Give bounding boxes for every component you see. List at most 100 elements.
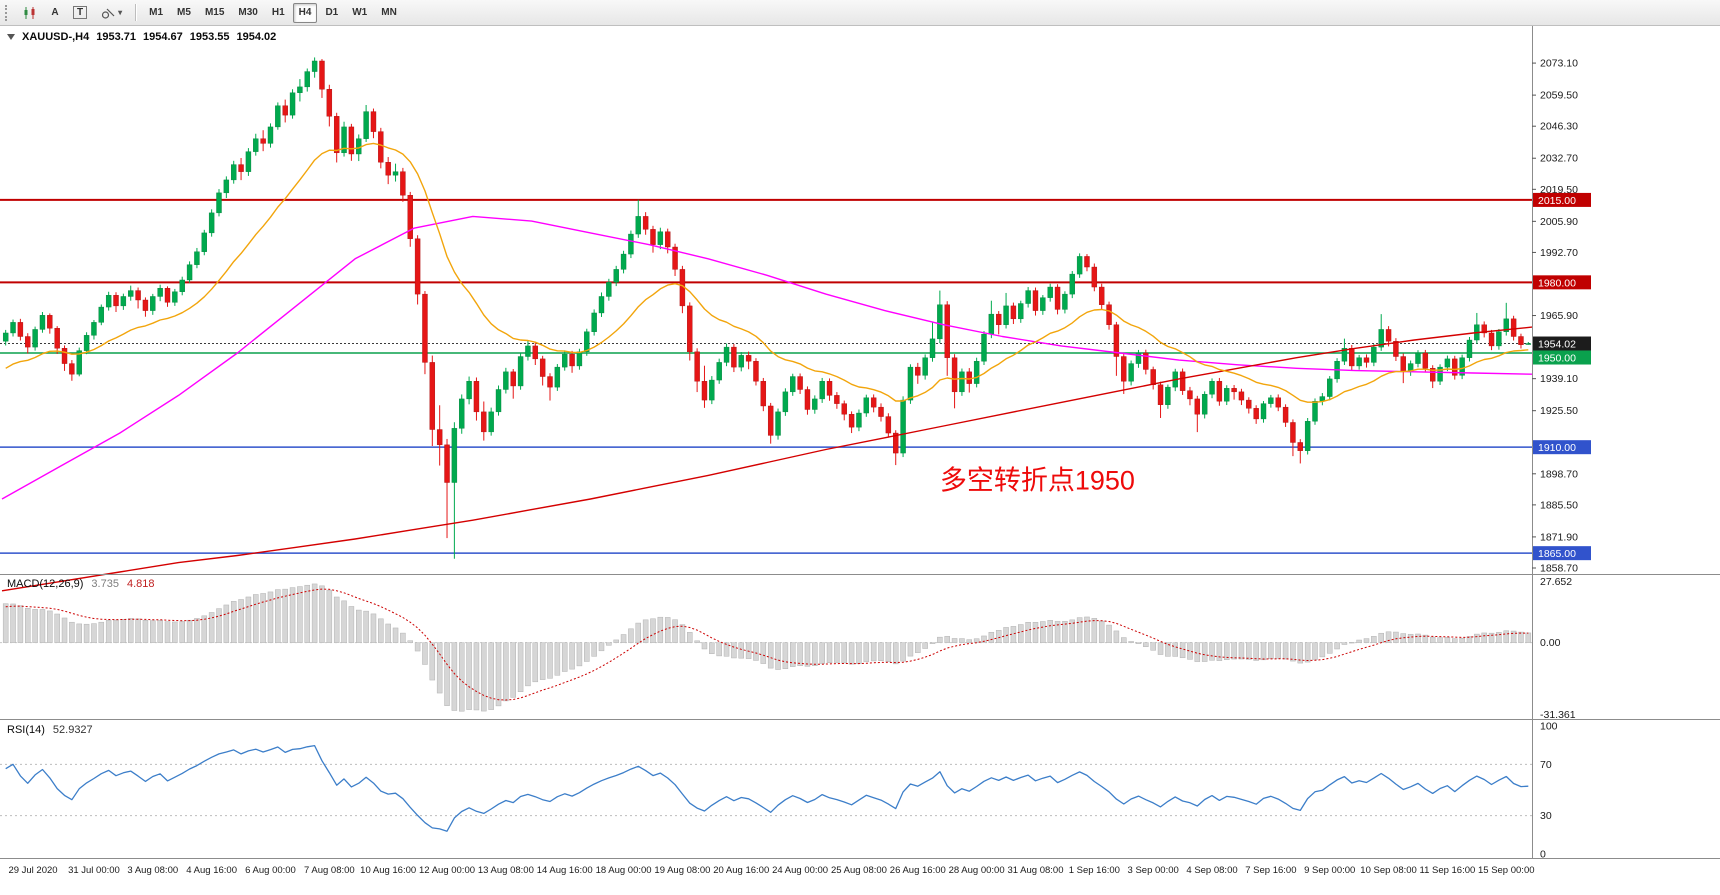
text-tool-button[interactable]: T bbox=[67, 3, 93, 23]
candle-body bbox=[996, 313, 1002, 325]
candle-body bbox=[760, 381, 767, 407]
candle-body bbox=[326, 89, 333, 117]
candle-body bbox=[664, 231, 671, 248]
candle-body bbox=[554, 366, 561, 388]
candle-body bbox=[1481, 324, 1487, 334]
candle-body bbox=[348, 126, 355, 155]
toolbar-grip[interactable] bbox=[5, 4, 10, 21]
candle-body bbox=[201, 232, 207, 252]
price-flag-1910.00 bbox=[1533, 440, 1591, 455]
candle-body bbox=[1356, 357, 1362, 367]
candle-body bbox=[767, 405, 774, 436]
candle-body bbox=[562, 353, 568, 368]
rsi-axis-label: 0 bbox=[1540, 849, 1546, 861]
candle-body bbox=[628, 233, 634, 255]
time-axis-label: 4 Aug 16:00 bbox=[186, 865, 237, 876]
time-axis-label: 29 Jul 2020 bbox=[8, 865, 57, 876]
timeframe-button-m1[interactable]: M1 bbox=[143, 3, 169, 23]
svg-text:1925.50: 1925.50 bbox=[1540, 405, 1578, 417]
candle-body bbox=[775, 411, 781, 436]
time-axis-label: 9 Sep 00:00 bbox=[1304, 865, 1355, 876]
timeframe-button-m15[interactable]: M15 bbox=[199, 3, 230, 23]
shapes-tool-button[interactable]: ▾ bbox=[95, 3, 128, 23]
time-scale[interactable] bbox=[0, 859, 1720, 895]
candle-body bbox=[1518, 336, 1524, 345]
time-axis-label: 10 Aug 16:00 bbox=[360, 865, 416, 876]
svg-text:1950.00: 1950.00 bbox=[1538, 353, 1576, 365]
candle-body bbox=[694, 351, 700, 382]
timeframe-button-d1[interactable]: D1 bbox=[319, 3, 344, 23]
candle-body bbox=[635, 216, 641, 235]
timeframe-button-h4[interactable]: H4 bbox=[292, 2, 318, 23]
candle-body bbox=[370, 111, 377, 132]
candle-body bbox=[319, 60, 325, 90]
candle-body bbox=[797, 376, 803, 390]
time-axis-labels: 29 Jul 2020 31 Jul 00:00 3 Aug 08:00 4 Aug … bbox=[8, 865, 1534, 876]
candle-body bbox=[1253, 408, 1259, 420]
candle-body bbox=[422, 293, 428, 363]
candle-body bbox=[532, 345, 538, 360]
candle-body bbox=[944, 304, 950, 358]
timeframe-button-h1[interactable]: H1 bbox=[266, 3, 291, 23]
candle-body bbox=[878, 406, 884, 417]
candle-body bbox=[1003, 305, 1009, 325]
candle-body bbox=[392, 171, 399, 176]
candle-body bbox=[231, 164, 237, 181]
candle-body bbox=[341, 126, 347, 154]
candle-body bbox=[716, 362, 722, 381]
candle-body bbox=[745, 355, 752, 362]
candle-body bbox=[1488, 332, 1495, 347]
candle-body bbox=[1304, 421, 1311, 451]
svg-text:1865.00: 1865.00 bbox=[1538, 548, 1576, 560]
toolbar-separator bbox=[135, 4, 137, 21]
candle-body bbox=[731, 346, 737, 368]
candle-body bbox=[819, 381, 825, 400]
macd-axis-label: 27.652 bbox=[1540, 576, 1572, 588]
candle-body bbox=[1040, 297, 1046, 311]
timeframe-button-w1[interactable]: W1 bbox=[346, 3, 373, 23]
shapes-icon bbox=[102, 8, 115, 19]
candle-body bbox=[297, 86, 303, 93]
annotation-tool-button[interactable]: A bbox=[45, 3, 65, 23]
price-scale[interactable] bbox=[1532, 26, 1720, 859]
candle-body bbox=[363, 111, 369, 139]
candle-body bbox=[922, 357, 928, 376]
candle-body bbox=[1385, 329, 1392, 342]
chart-canvas[interactable]: 多空转折点1950 2073.10 2059.50 2046.30 2032.70 201… bbox=[0, 26, 1720, 895]
price-flag-1950.00 bbox=[1533, 350, 1591, 365]
timeframe-button-mn[interactable]: MN bbox=[375, 3, 403, 23]
candle-body bbox=[216, 192, 222, 214]
candle-body bbox=[1076, 256, 1083, 275]
svg-text:2059.50: 2059.50 bbox=[1540, 90, 1578, 102]
svg-text:1992.70: 1992.70 bbox=[1540, 247, 1578, 259]
candle-body bbox=[1466, 339, 1473, 358]
candle-body bbox=[1459, 357, 1465, 376]
timeframe-button-m5[interactable]: M5 bbox=[171, 3, 197, 23]
candle-body bbox=[900, 399, 906, 454]
rsi-axis-label: 70 bbox=[1540, 759, 1552, 771]
svg-text:1954.02: 1954.02 bbox=[1538, 339, 1576, 351]
candle-body bbox=[253, 138, 259, 152]
candle-body bbox=[1010, 305, 1017, 320]
svg-text:1980.00: 1980.00 bbox=[1538, 277, 1576, 289]
chart-type-button[interactable] bbox=[17, 3, 43, 23]
price-axis-ticks: 2073.10 2059.50 2046.30 2032.70 2019.50 2005.… bbox=[1532, 58, 1578, 574]
candle-body bbox=[1165, 386, 1171, 405]
time-axis-label: 31 Jul 00:00 bbox=[68, 865, 120, 876]
candle-body bbox=[642, 216, 649, 230]
candle-body bbox=[10, 322, 16, 334]
candle-body bbox=[120, 296, 127, 307]
candle-body bbox=[1393, 341, 1399, 357]
candle-body bbox=[863, 397, 870, 414]
candle-body bbox=[304, 71, 310, 88]
candle-body bbox=[208, 212, 215, 234]
time-axis-label: 1 Sep 16:00 bbox=[1069, 865, 1120, 876]
candle-body bbox=[223, 179, 230, 194]
time-axis-label: 25 Aug 08:00 bbox=[831, 865, 887, 876]
candle-body bbox=[1371, 346, 1377, 363]
candle-body bbox=[701, 381, 708, 401]
time-axis-label: 3 Aug 08:00 bbox=[127, 865, 178, 876]
candle-body bbox=[1025, 290, 1031, 304]
timeframe-button-m30[interactable]: M30 bbox=[232, 3, 263, 23]
candle-body bbox=[1047, 286, 1053, 298]
